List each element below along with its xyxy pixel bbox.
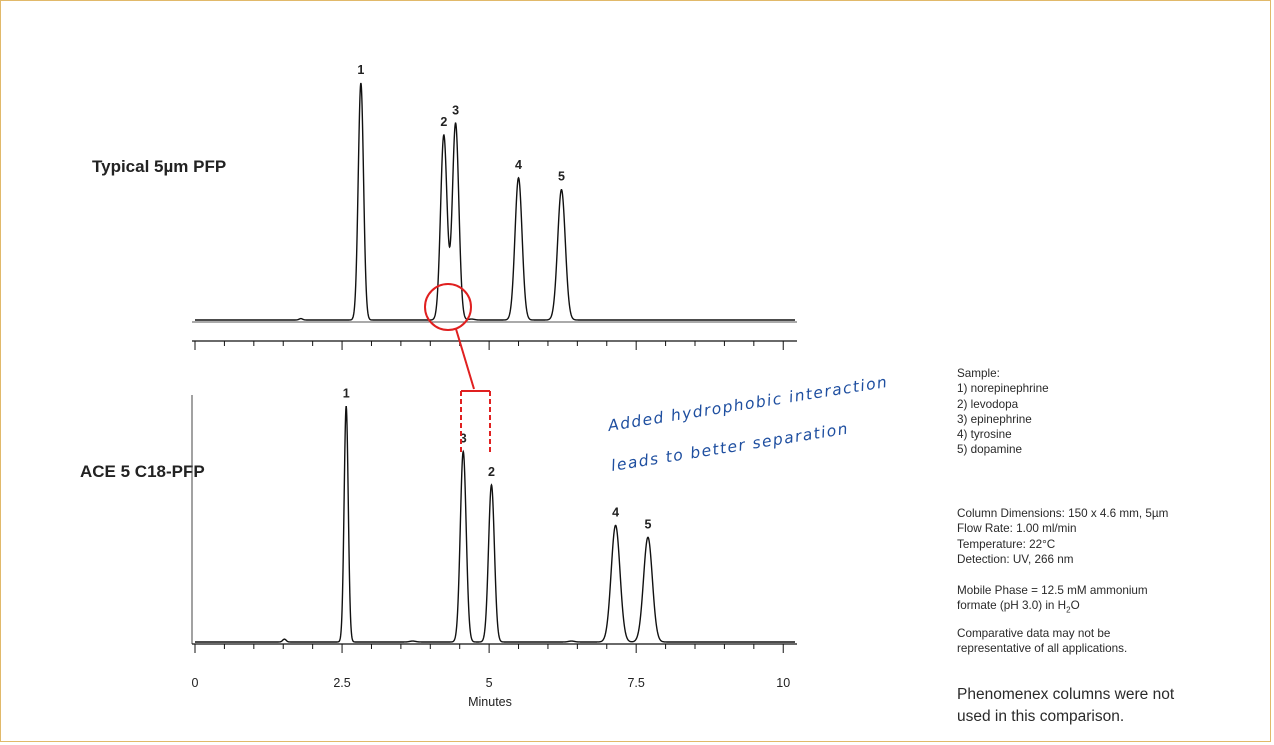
bottom-peak-label: 2 [488, 465, 495, 479]
top-chromatogram-trace [195, 82, 795, 321]
sample-item: 3) epinephrine [957, 412, 1032, 426]
x-tick-label: 2.5 [333, 676, 350, 690]
top-peak-label: 3 [452, 103, 459, 117]
sample-heading: Sample: [957, 367, 1000, 380]
disclaimer-line-2: representative of all applications. [957, 642, 1128, 656]
bottom-chromatogram-trace [195, 406, 795, 643]
x-tick-label: 7.5 [627, 676, 644, 690]
top-peak-label: 4 [515, 158, 522, 172]
footer-line-1: Phenomenex columns were not [957, 686, 1175, 703]
top-trace-title: Typical 5µm PFP [92, 157, 227, 176]
sample-item: 5) dopamine [957, 443, 1022, 457]
method-conditions: Column Dimensions: 150 x 4.6 mm, 5µm Flo… [957, 506, 1168, 567]
bottom-peak-label: 3 [460, 432, 467, 446]
bottom-peak-label: 1 [343, 386, 350, 400]
flow-rate: Flow Rate: 1.00 ml/min [957, 522, 1077, 536]
top-trace-axes [192, 321, 797, 350]
detection: Detection: UV, 266 nm [957, 552, 1074, 566]
disclaimer-line-1: Comparative data may not be [957, 627, 1111, 640]
top-peak-label: 2 [440, 115, 447, 129]
bottom-trace-axes [191, 395, 797, 645]
temperature: Temperature: 22°C [957, 537, 1056, 551]
x-tick-label: 0 [192, 676, 199, 690]
sample-item: 2) levodopa [957, 397, 1019, 411]
mobile-phase: Mobile Phase = 12.5 mM ammonium formate … [957, 583, 1148, 618]
sample-item: 4) tyrosine [957, 428, 1012, 442]
mobile-phase-suffix: O [1070, 599, 1080, 613]
x-tick-label: 10 [776, 676, 790, 690]
bottom-trace-title: ACE 5 C18-PFP [80, 462, 205, 481]
footer-line-2: used in this comparison. [957, 708, 1125, 725]
column-dimensions: Column Dimensions: 150 x 4.6 mm, 5µm [957, 507, 1169, 520]
separation-highlight [424, 283, 491, 452]
x-axis-label: Minutes [468, 695, 512, 709]
mobile-phase-subscript: 2 [1066, 605, 1071, 615]
mobile-phase-line-2: formate (pH 3.0) in H2O [957, 598, 1148, 618]
bottom-peak-label: 4 [612, 505, 619, 519]
top-peak-label: 5 [558, 170, 565, 184]
highlight-connector-line [455, 328, 475, 390]
disclaimer: Comparative data may not be representati… [957, 626, 1127, 657]
mobile-phase-line-1: Mobile Phase = 12.5 mM ammonium [957, 584, 1148, 597]
sample-item: 1) norepinephrine [957, 382, 1049, 396]
coelution-highlight-circle [424, 283, 472, 331]
bottom-peak-label: 5 [644, 517, 651, 531]
sample-legend: Sample: 1) norepinephrine 2) levodopa 3)… [957, 366, 1049, 458]
mobile-phase-prefix: formate (pH 3.0) in H [957, 599, 1067, 613]
top-peak-label: 1 [357, 63, 364, 77]
footer-note: Phenomenex columns were not used in this… [957, 684, 1174, 728]
x-tick-label: 5 [486, 676, 493, 690]
